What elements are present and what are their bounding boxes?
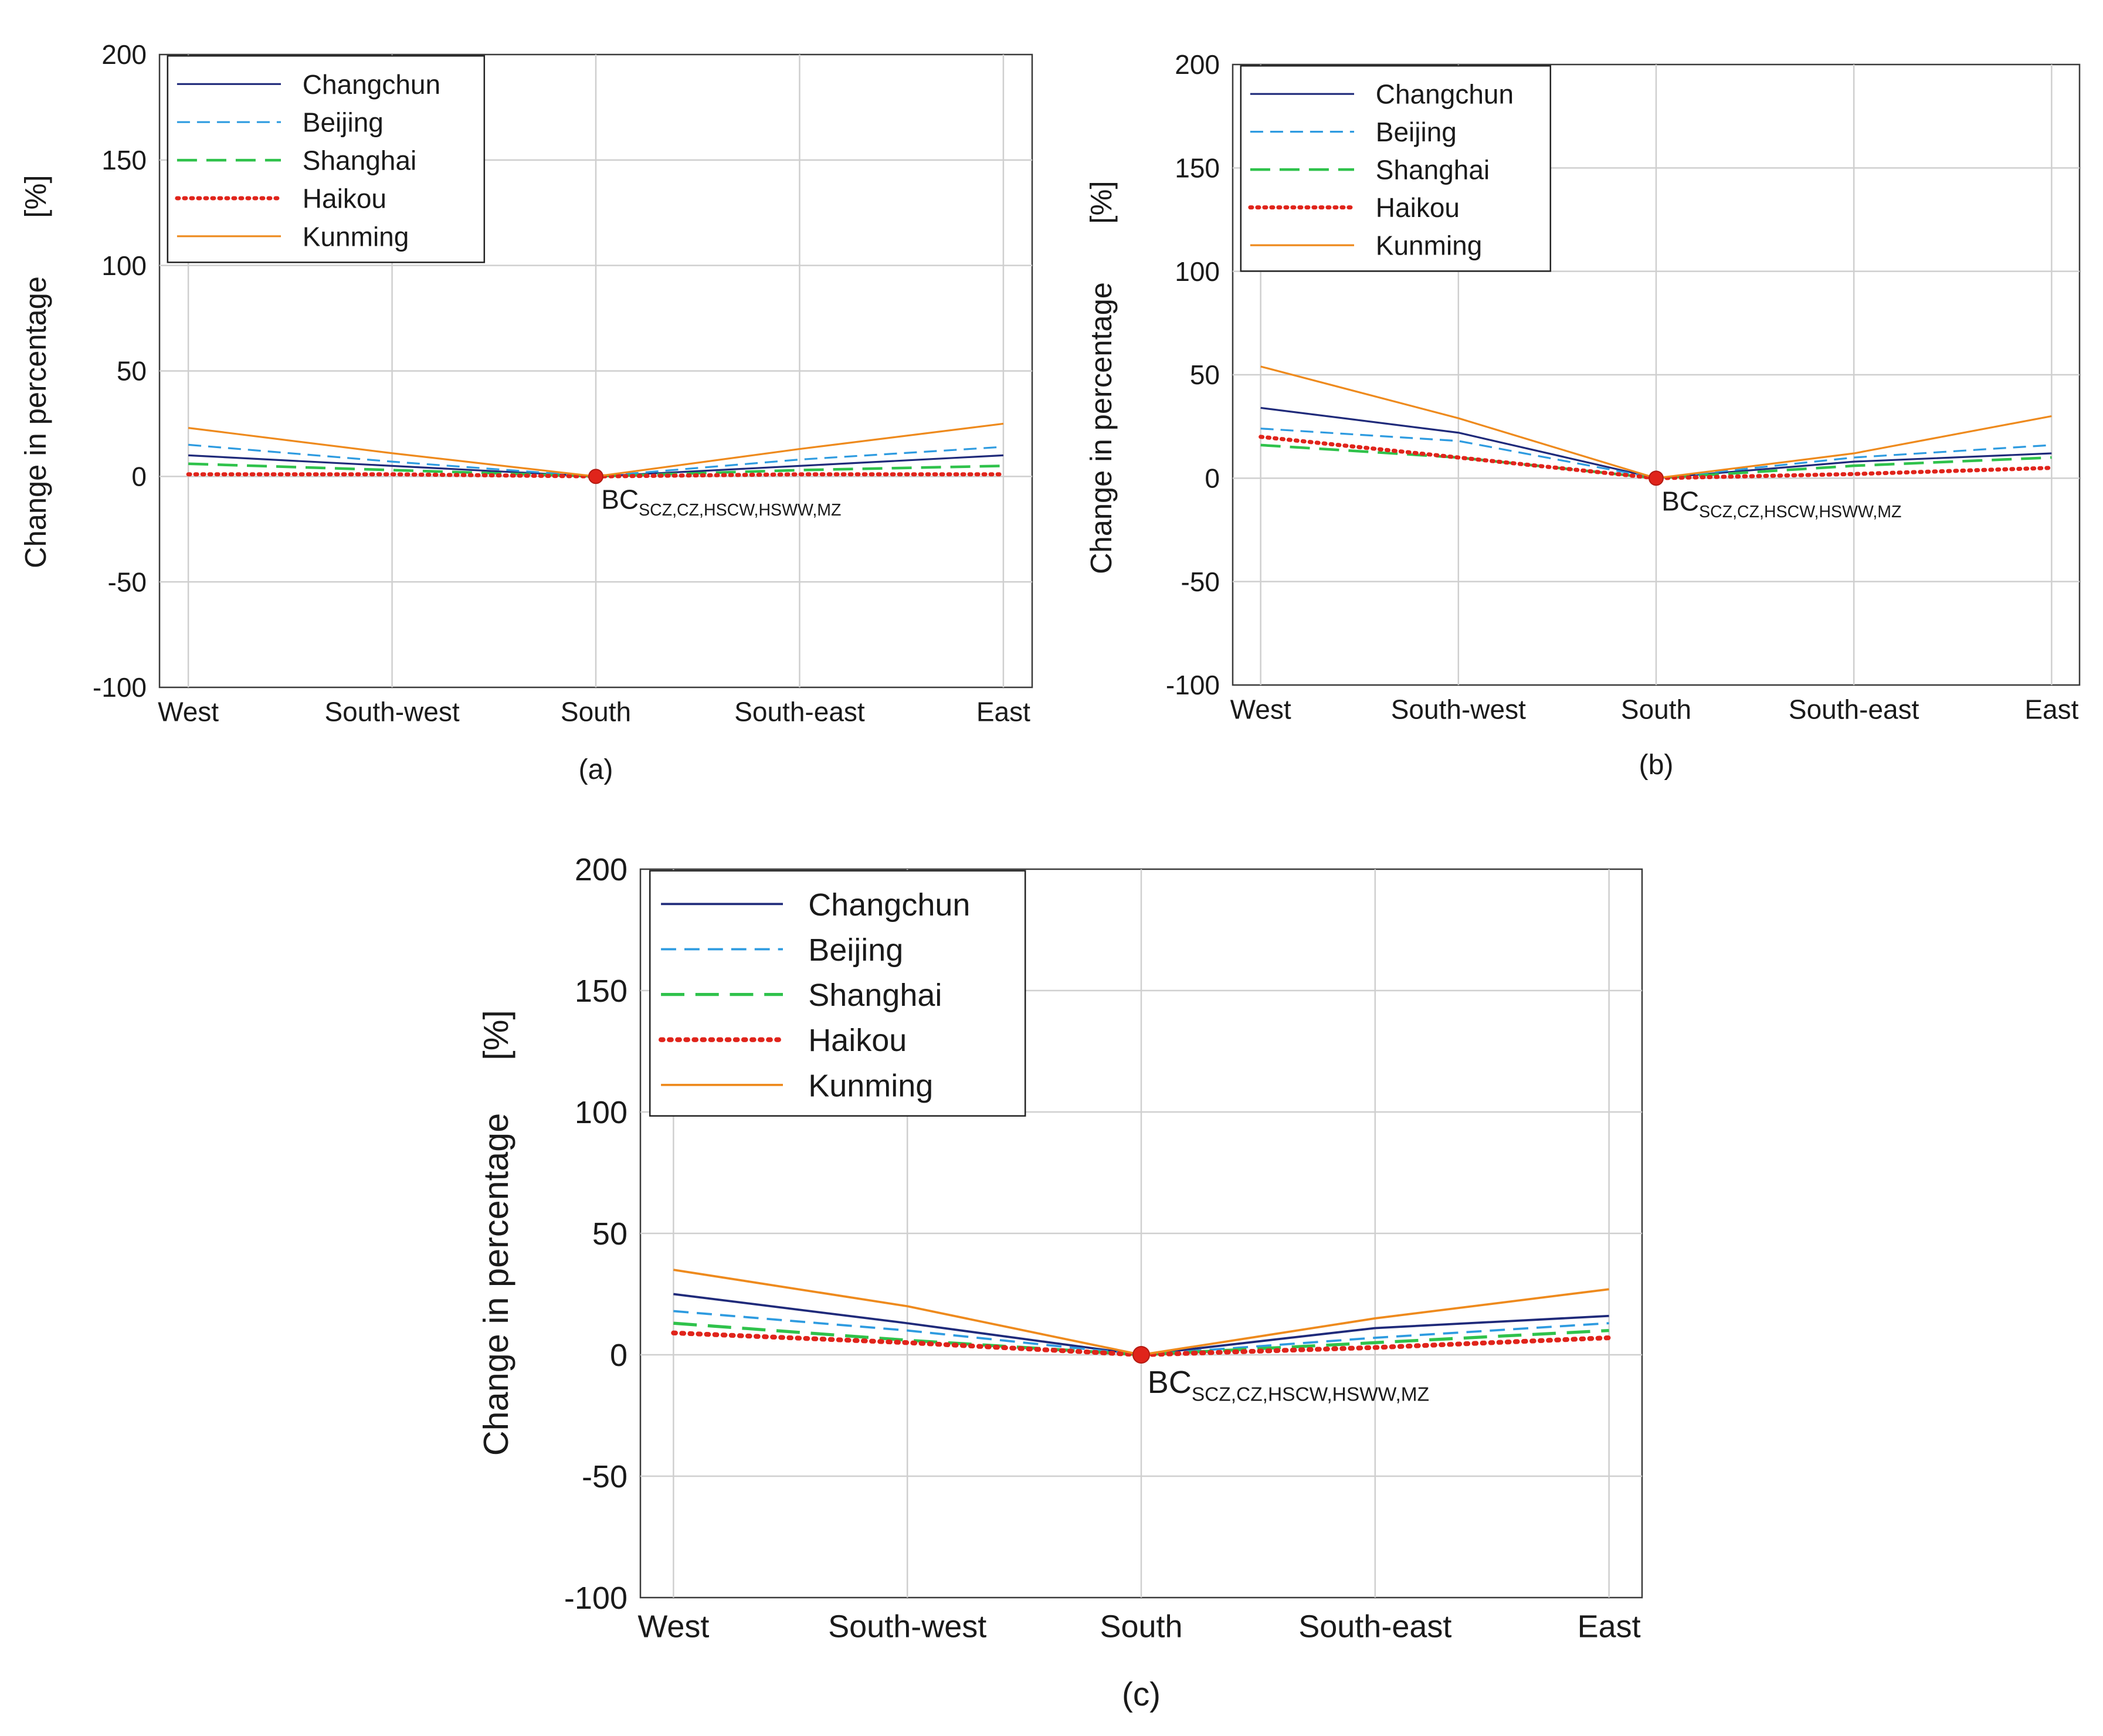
y-tick-label: 200: [1175, 49, 1220, 80]
y-tick-label: 100: [1175, 256, 1220, 287]
chart-panel-a: 200 150 100 50 0 -50 -100 West South-west South So…: [19, 39, 1033, 785]
y-tick-label: 200: [575, 852, 627, 887]
y-tick-label: -100: [1166, 670, 1220, 700]
y-axis-label: Change in percentage: [19, 276, 52, 568]
y-tick-label: 50: [592, 1216, 627, 1252]
legend-label: Beijing: [1376, 117, 1457, 147]
x-tick-label: West: [1230, 694, 1291, 725]
y-tick-label: -50: [582, 1459, 627, 1494]
legend: Changchun Beijing Shanghai Haikou Kunming: [167, 55, 486, 263]
panel-caption: (b): [1639, 749, 1673, 781]
panel-caption: (c): [1122, 1676, 1161, 1713]
y-tick-label: 0: [1205, 463, 1220, 493]
y-tick-label: 100: [575, 1095, 627, 1130]
legend-label: Changchun: [303, 69, 440, 100]
legend: Changchun Beijing Shanghai Haikou Kunming: [649, 870, 1026, 1117]
x-tick-label: South: [1621, 694, 1691, 725]
legend-label: Haikou: [1376, 192, 1460, 223]
legend-label: Changchun: [808, 887, 970, 923]
legend-label: Kunming: [303, 221, 409, 252]
y-tick-label: 50: [117, 356, 147, 386]
baseline-marker: [1649, 470, 1664, 486]
baseline-marker: [1132, 1345, 1151, 1364]
legend-label: Haikou: [303, 184, 386, 214]
baseline-marker: [588, 469, 603, 484]
x-tick-label: South-east: [1789, 694, 1919, 725]
x-tick-label: South-west: [324, 697, 459, 727]
y-tick-label: 150: [575, 974, 627, 1009]
y-tick-label: 150: [1175, 152, 1220, 183]
y-axis-label: Change in percentage: [476, 1113, 515, 1456]
y-tick-label: 50: [1190, 360, 1220, 390]
x-tick-label: South-west: [828, 1609, 986, 1645]
legend-label: Shanghai: [1376, 155, 1490, 185]
y-tick-label: 0: [610, 1338, 627, 1373]
y-axis-unit: [%]: [1084, 181, 1118, 223]
chart-panel-c: 200 150 100 50 0 -50 -100 West South-west South So…: [476, 852, 1643, 1713]
x-tick-label: West: [637, 1609, 709, 1645]
series-line-shanghai: [188, 462, 1003, 478]
y-tick-label: 150: [101, 145, 147, 175]
legend: Changchun Beijing Shanghai Haikou Kunming: [1240, 65, 1552, 272]
baseline-annotation: BCSCZ,CZ,HSCW,HSWW,MZ: [601, 484, 841, 520]
y-tick-label: -50: [108, 567, 147, 597]
y-tick-label: 0: [131, 461, 147, 491]
legend-label: Kunming: [1376, 230, 1483, 261]
x-tick-label: West: [158, 697, 219, 727]
baseline-annotation: BCSCZ,CZ,HSCW,HSWW,MZ: [1148, 1365, 1429, 1406]
panel-caption: (a): [578, 754, 613, 785]
x-tick-label: South-west: [1391, 694, 1526, 725]
x-tick-label: South: [1100, 1609, 1182, 1645]
x-tick-label: East: [1578, 1609, 1641, 1645]
legend-label: Haikou: [808, 1023, 907, 1058]
baseline-annotation: BCSCZ,CZ,HSCW,HSWW,MZ: [1661, 486, 1901, 522]
x-tick-label: South-east: [734, 697, 865, 727]
legend-label: Beijing: [808, 933, 903, 968]
y-tick-label: -50: [1181, 567, 1220, 597]
x-tick-label: East: [2024, 694, 2078, 725]
legend-label: Shanghai: [808, 978, 942, 1013]
y-tick-label: 200: [101, 39, 147, 70]
legend-label: Beijing: [303, 107, 384, 138]
x-tick-label: South-east: [1298, 1609, 1451, 1645]
y-tick-label: -100: [564, 1581, 627, 1616]
legend-label: Changchun: [1376, 79, 1514, 110]
legend-label: Shanghai: [303, 145, 416, 176]
x-tick-label: East: [976, 697, 1030, 727]
y-axis-unit: [%]: [19, 175, 52, 218]
series-line-haikou: [671, 1330, 1612, 1358]
y-tick-label: -100: [93, 672, 147, 703]
legend-label: Kunming: [808, 1068, 933, 1103]
y-axis-unit: [%]: [476, 1010, 515, 1060]
chart-panel-b: 200 150 100 50 0 -50 -100 West South-west South So…: [1084, 49, 2081, 781]
y-axis-label: Change in percentage: [1084, 282, 1118, 574]
x-tick-label: South: [561, 697, 631, 727]
y-tick-label: 100: [101, 250, 147, 281]
